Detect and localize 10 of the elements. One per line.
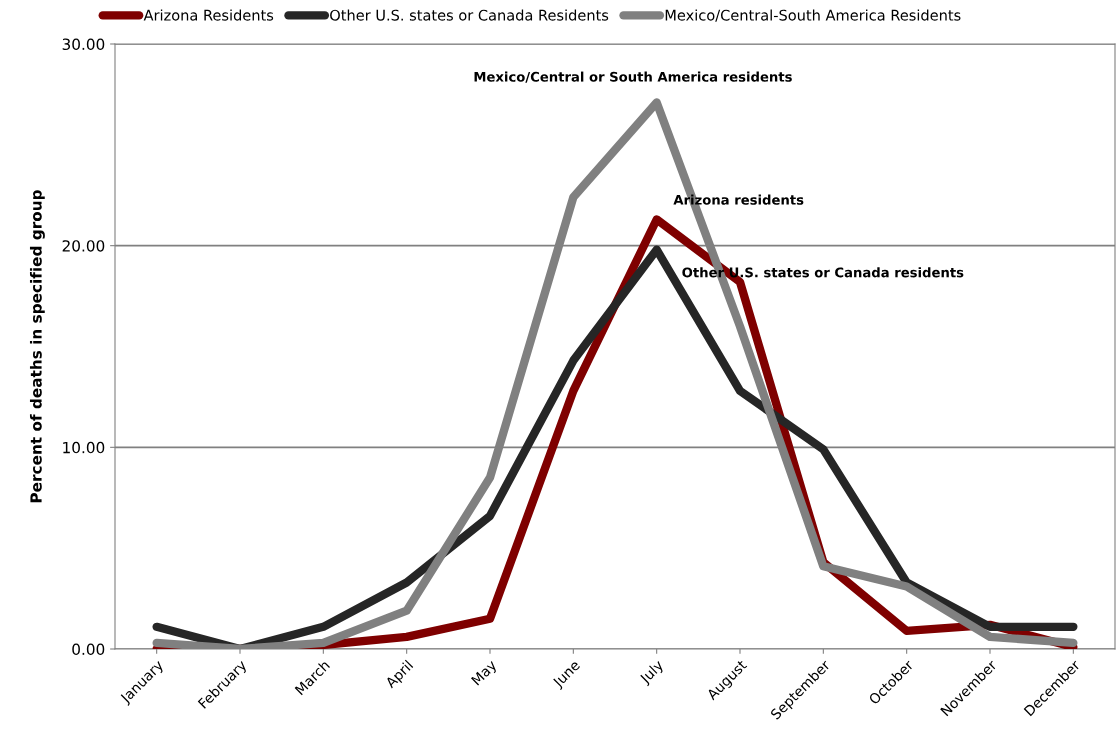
legend-label: Mexico/Central-South America Residents (665, 9, 961, 22)
y-tick-label: 0.00 (72, 643, 105, 656)
legend-label: Arizona Residents (143, 9, 274, 21)
y-tick-label: 20.00 (62, 240, 105, 252)
legend-label: Other U.S. states or Canada Residents (330, 9, 609, 21)
y-tick-label: 10.00 (63, 441, 105, 454)
y-axis-title: Percent of deaths in specified group (29, 190, 45, 503)
y-tick-label: 30.00 (62, 38, 105, 51)
annotation: Arizona residents (673, 194, 804, 205)
annotation: Mexico/Central or South America residents (474, 71, 792, 83)
